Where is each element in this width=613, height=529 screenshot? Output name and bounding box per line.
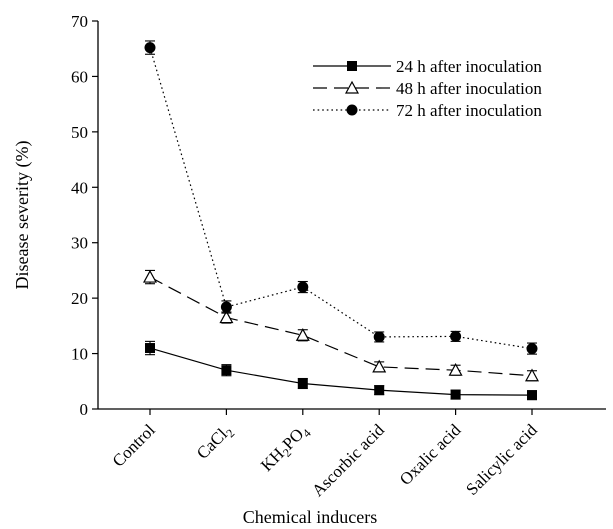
series-circle (144, 40, 538, 355)
x-tick-label: Control (109, 420, 159, 470)
y-tick-label: 70 (71, 12, 88, 31)
data-point-square (297, 378, 308, 389)
y-tick-label: 30 (71, 234, 88, 253)
axes (97, 21, 606, 410)
data-point-triangle (448, 362, 463, 376)
x-tick-label: Ascorbic acid (308, 420, 388, 500)
data-point-triangle (142, 269, 158, 283)
data-point-triangle (524, 368, 540, 382)
y-axis-label: Disease severity (%) (12, 141, 33, 290)
y-tick-label: 10 (71, 345, 88, 364)
x-tick-label: Oxalic acid (396, 420, 465, 489)
series-triangle (142, 269, 540, 382)
series-layer (142, 40, 540, 401)
series-square (145, 340, 537, 401)
legend-label: 72 h after inoculation (396, 101, 542, 120)
x-tick-label-text: Salicylic acid (462, 420, 541, 499)
x-tick-label: Salicylic acid (462, 420, 541, 499)
y-tick-label: 40 (71, 178, 88, 197)
data-point-square (450, 389, 461, 400)
data-point-circle (346, 104, 358, 116)
data-point-triangle (219, 310, 234, 324)
legend-label: 24 h after inoculation (396, 57, 542, 76)
data-point-circle (526, 343, 538, 355)
data-point-circle (450, 330, 462, 342)
y-tick-label: 0 (80, 400, 89, 419)
data-point-square (221, 365, 232, 376)
series-line (149, 347, 533, 396)
y-tick-label: 60 (71, 67, 88, 86)
y-tick-label: 50 (71, 123, 88, 142)
data-point-square (527, 390, 537, 401)
data-point-square (374, 385, 385, 396)
data-point-circle (220, 301, 232, 313)
series-line (149, 276, 533, 377)
data-point-square (347, 61, 357, 71)
y-ticks: 0 10 20 30 40 50 60 70 (71, 12, 98, 419)
data-point-triangle (372, 359, 387, 373)
legend: 24 h after inoculation 48 h after inocula… (313, 57, 542, 120)
x-tick-label: KH2PO4 (257, 420, 314, 477)
legend-label: 48 h after inoculation (396, 79, 542, 98)
x-tick-label-text: Control (109, 420, 159, 470)
data-point-triangle (344, 80, 360, 94)
x-tick-label-text: Ascorbic acid (308, 420, 388, 500)
x-tick-label-text: Oxalic acid (396, 420, 465, 489)
series-line (149, 47, 533, 350)
y-tick-label: 20 (71, 289, 88, 308)
data-point-triangle (295, 328, 310, 341)
data-point-circle (373, 331, 385, 343)
x-tick-label: CaCl2 (193, 420, 238, 465)
data-point-circle (144, 42, 156, 54)
data-point-circle (297, 281, 309, 293)
x-axis-label: Chemical inducers (243, 507, 377, 527)
data-point-square (145, 343, 155, 354)
